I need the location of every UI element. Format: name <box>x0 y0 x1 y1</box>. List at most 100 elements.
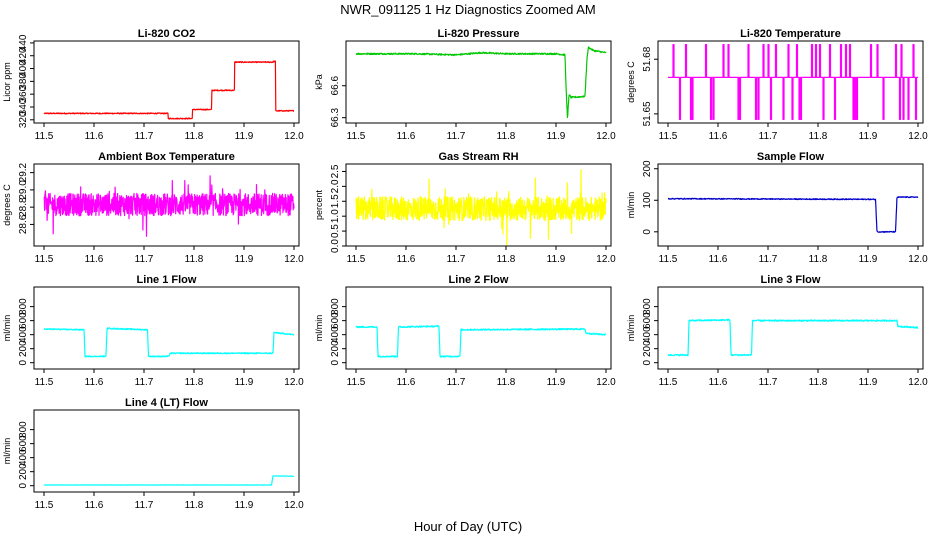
x-tick-label: 11.5 <box>35 254 54 265</box>
y-tick-label: 66.6 <box>330 76 341 96</box>
chart-panel-10: Line 4 (LT) Flow ml/min 11.5 11.6 11.7 11.8 11… <box>2 397 304 511</box>
y-tick-label: 340 <box>18 98 29 115</box>
data-series-line <box>355 169 607 246</box>
y-tick-label: 0 <box>18 359 29 365</box>
y-tick-label: 400 <box>330 326 341 343</box>
panel-title: Line 1 Flow <box>137 274 197 286</box>
panel-title: Line 3 Flow <box>761 274 821 286</box>
y-tick-label: 800 <box>330 298 341 315</box>
y-tick-label: 1.0 <box>330 209 341 223</box>
x-tick-label: 11.8 <box>497 377 516 388</box>
x-tick-label: 12.0 <box>908 377 928 388</box>
x-tick-label: 11.5 <box>35 377 54 388</box>
y-tick-label: 0.5 <box>330 224 341 238</box>
x-tick-label: 11.7 <box>447 254 466 265</box>
y-tick-label: 800 <box>642 298 653 315</box>
x-tick-label: 11.5 <box>347 131 366 142</box>
panel-title: Li-820 CO2 <box>138 28 195 40</box>
y-tick-label: 0.0 <box>330 239 341 253</box>
y-axis-label: ml/min <box>314 315 324 342</box>
plot-frame <box>657 163 924 247</box>
y-tick-label: 200 <box>18 463 29 480</box>
chart-panel-5: Gas Stream RH percent 11.5 11.6 11.7 11.8 11.9… <box>314 151 616 265</box>
x-tick-label: 11.8 <box>497 131 516 142</box>
x-tick-label: 11.9 <box>235 377 254 388</box>
x-tick-label: 12.0 <box>596 254 616 265</box>
y-tick-label: 100 <box>642 191 653 208</box>
data-series-line <box>355 325 607 358</box>
data-series-line <box>43 60 295 120</box>
panel-title: Line 2 Flow <box>449 274 509 286</box>
x-tick-label: 11.6 <box>85 131 104 142</box>
x-tick-label: 11.7 <box>759 131 778 142</box>
y-axis-label: ml/min <box>2 315 12 342</box>
y-tick-label: 51.68 <box>642 46 653 71</box>
x-tick-label: 11.8 <box>809 254 828 265</box>
panel-title: Li-820 Temperature <box>740 28 841 40</box>
y-tick-label: 400 <box>642 326 653 343</box>
x-tick-label: 12.0 <box>284 377 304 388</box>
y-tick-label: 0 <box>18 482 29 488</box>
x-tick-label: 11.5 <box>35 131 54 142</box>
y-tick-label: 0 <box>642 229 653 235</box>
x-tick-label: 11.7 <box>135 131 154 142</box>
plot-frame <box>345 40 612 124</box>
plot-frame <box>345 163 612 247</box>
x-tick-label: 11.9 <box>547 254 566 265</box>
x-tick-label: 11.9 <box>859 254 878 265</box>
y-axis-label: kPa <box>314 74 324 90</box>
x-tick-label: 11.5 <box>659 377 678 388</box>
x-tick-label: 11.6 <box>85 254 104 265</box>
y-tick-label: 400 <box>18 449 29 466</box>
data-series-line <box>43 475 295 486</box>
x-tick-label: 11.7 <box>135 500 154 511</box>
x-tick-label: 11.8 <box>185 500 204 511</box>
x-tick-label: 11.7 <box>759 254 778 265</box>
x-tick-label: 11.5 <box>347 254 366 265</box>
x-tick-label: 11.6 <box>397 377 416 388</box>
x-tick-label: 12.0 <box>284 254 304 265</box>
chart-panel-8: Line 2 Flow ml/min 11.5 11.6 11.7 11.8 11.9 12.… <box>314 274 616 388</box>
y-tick-label: 600 <box>330 312 341 329</box>
x-axis-label: Hour of Day (UTC) <box>414 519 522 534</box>
y-tick-label: 29.0 <box>18 180 29 200</box>
x-tick-label: 12.0 <box>908 254 928 265</box>
y-tick-label: 28.6 <box>18 214 29 234</box>
x-tick-label: 11.9 <box>859 377 878 388</box>
y-tick-label: 400 <box>18 60 29 77</box>
chart-panel-1: Li-820 CO2 Licor ppm 11.5 11.6 11.7 11.8 11.9 1… <box>2 28 304 142</box>
y-axis-label: ml/min <box>626 315 636 342</box>
panel-title: Gas Stream RH <box>438 151 518 163</box>
x-tick-label: 11.6 <box>709 131 728 142</box>
plot-frame <box>33 163 300 247</box>
y-axis-label: percent <box>314 189 324 220</box>
x-tick-label: 12.0 <box>284 500 304 511</box>
x-tick-label: 11.6 <box>709 254 728 265</box>
y-axis-label: Licor ppm <box>2 62 12 102</box>
plot-frame <box>657 286 924 370</box>
y-tick-label: 360 <box>18 85 29 102</box>
x-tick-label: 11.8 <box>497 254 516 265</box>
x-tick-label: 11.6 <box>85 500 104 511</box>
data-series-line <box>668 44 918 120</box>
y-tick-label: 600 <box>18 312 29 329</box>
y-tick-label: 380 <box>18 73 29 90</box>
panel-title: Sample Flow <box>757 151 825 163</box>
x-tick-label: 11.9 <box>235 254 254 265</box>
y-tick-label: 0 <box>642 359 653 365</box>
plot-frame <box>657 40 924 124</box>
x-tick-label: 11.6 <box>397 254 416 265</box>
y-tick-label: 200 <box>642 340 653 357</box>
data-series-line <box>43 327 295 358</box>
plot-frame <box>345 286 612 370</box>
data-series-line <box>667 196 919 233</box>
y-tick-label: 28.8 <box>18 197 29 217</box>
x-tick-label: 11.7 <box>135 254 154 265</box>
x-tick-label: 11.5 <box>347 377 366 388</box>
x-tick-label: 11.5 <box>659 131 678 142</box>
x-tick-label: 11.5 <box>659 254 678 265</box>
x-tick-label: 11.9 <box>235 131 254 142</box>
data-series-line <box>43 175 295 237</box>
x-tick-label: 11.6 <box>709 377 728 388</box>
